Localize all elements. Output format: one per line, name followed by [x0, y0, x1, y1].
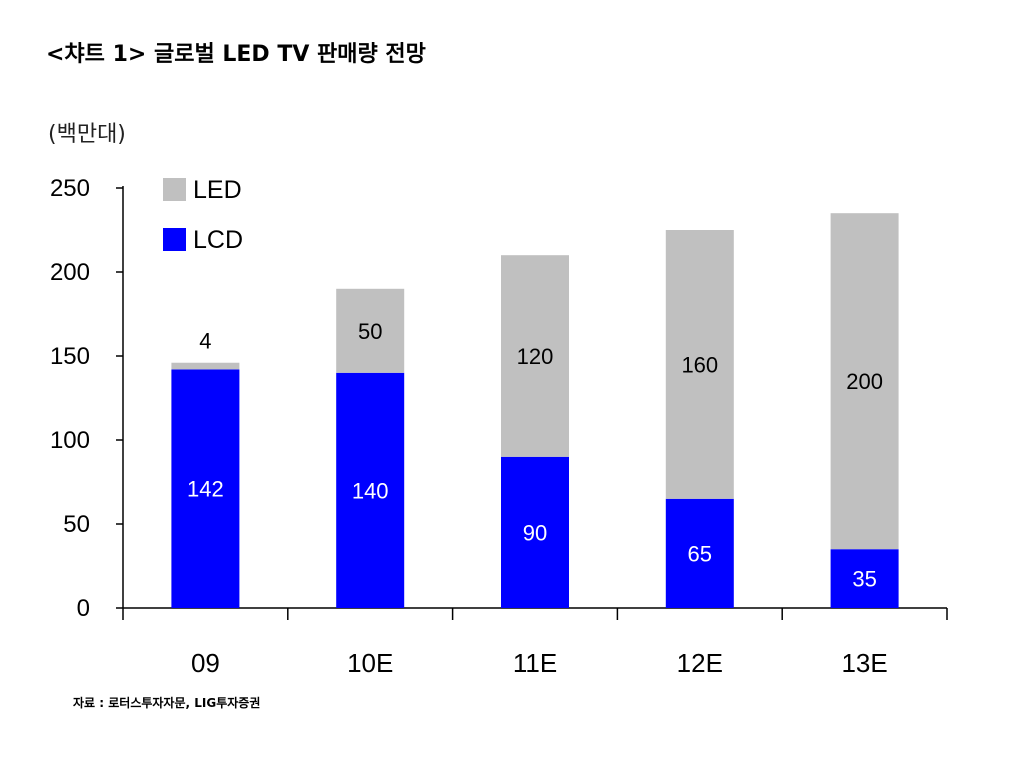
- bar-lcd-11e: [501, 456, 569, 608]
- legend-label-led: LED: [193, 176, 242, 204]
- y-tick-label: 150: [50, 343, 90, 370]
- bar-lcd-12e: [665, 498, 734, 608]
- y-tick-label: 100: [50, 427, 90, 454]
- bar-lcd-13e: [830, 549, 899, 608]
- legend-swatch-led: [163, 178, 186, 201]
- value-label-lcd-10e: 140: [352, 478, 389, 503]
- value-label-lcd-12e: 65: [688, 541, 712, 566]
- bar-led-09: [171, 362, 240, 370]
- bar-lcd-10e: [336, 372, 405, 608]
- x-category-label: 09: [191, 648, 220, 678]
- x-category-label: 10E: [347, 648, 393, 678]
- value-label-lcd-11e: 90: [523, 520, 547, 545]
- y-tick-label: 250: [50, 175, 90, 202]
- x-category-label: 11E: [513, 648, 557, 678]
- value-label-led-09: 4: [199, 329, 211, 354]
- value-label-led-13e: 200: [846, 369, 883, 394]
- y-axis-unit-label: (백만대): [48, 122, 126, 147]
- bar-led-12e: [665, 230, 734, 499]
- value-label-led-10e: 50: [358, 319, 382, 344]
- x-category-label: 12E: [677, 648, 723, 678]
- bar-led-11e: [501, 255, 569, 457]
- value-label-lcd-13e: 35: [852, 567, 876, 592]
- value-label-led-12e: 160: [681, 352, 718, 377]
- bar-led-10e: [336, 288, 405, 373]
- source-note: 자료 : 로터스투자자문, LIG투자증권: [73, 696, 261, 710]
- x-category-label: 13E: [841, 648, 887, 678]
- y-tick-label: 0: [77, 595, 90, 622]
- y-tick-label: 50: [63, 511, 90, 538]
- bar-lcd-09: [171, 369, 240, 608]
- stacked-bar-chart: (백만대) 0 50 100 150 200 250 142 4 09 140 50 10E 90 120 1…: [48, 122, 948, 678]
- legend-label-lcd: LCD: [193, 226, 243, 254]
- value-label-lcd-09: 142: [187, 477, 224, 502]
- bar-led-13e: [830, 213, 899, 550]
- chart-title: <챠트 1> 글로벌 LED TV 판매량 전망: [46, 42, 426, 67]
- value-label-led-11e: 120: [517, 344, 554, 369]
- legend-swatch-lcd: [163, 228, 186, 251]
- y-tick-label: 200: [50, 259, 90, 286]
